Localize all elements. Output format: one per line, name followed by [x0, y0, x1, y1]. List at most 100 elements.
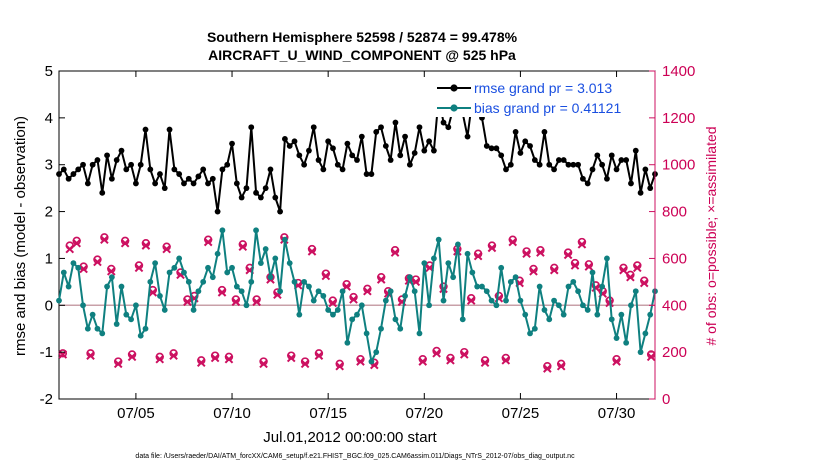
bias-series-point — [382, 297, 389, 304]
y-right-tick-label: 800 — [662, 204, 687, 221]
bias-series-point — [157, 293, 163, 299]
obs-assimilated-stroke — [321, 271, 331, 281]
obs-assimilated-stroke — [563, 250, 573, 260]
bias-series-point — [474, 283, 481, 290]
obs-assimilated-stroke — [612, 357, 621, 366]
rmse-series-point — [628, 180, 634, 187]
rmse-series-point — [507, 161, 514, 168]
bias-series-point — [397, 325, 404, 332]
rmse-series-point — [181, 180, 187, 187]
rmse-series-point — [147, 166, 154, 173]
obs-assimilated-stroke — [328, 298, 338, 308]
rmse-series-point — [426, 138, 432, 145]
obs-assimilated-marker — [210, 353, 220, 363]
obs-assimilated-marker — [307, 247, 317, 256]
obs-assimilated-marker — [231, 297, 241, 307]
legend-label-bias: bias grand pr = 0.41121 — [474, 100, 621, 116]
rmse-series-point — [238, 194, 245, 201]
obs-assimilated-marker — [619, 265, 628, 275]
rmse-series-point — [185, 175, 192, 182]
rmse-series-point — [306, 147, 312, 154]
bias-series-point — [580, 302, 586, 309]
obs-assimilated-stroke — [570, 261, 580, 270]
obs-assimilated-stroke — [459, 350, 469, 359]
obs-assimilated-marker — [584, 262, 594, 271]
legend-marker-bias — [450, 104, 458, 112]
y-tick-label: 2 — [45, 204, 53, 221]
rmse-series-point — [570, 161, 577, 168]
obs-assimilated-stroke — [619, 265, 628, 275]
bias-series-point — [94, 325, 101, 332]
legend-marker-rmse — [450, 84, 458, 92]
obs-assimilated-stroke — [127, 352, 137, 362]
obs-assimilated-marker — [390, 248, 400, 257]
bias-series-point — [421, 260, 428, 267]
obs-assimilated-marker — [335, 361, 345, 371]
bias-series-point — [512, 274, 519, 281]
rmse-series-point — [60, 166, 67, 173]
rmse-series-point — [498, 152, 505, 159]
rmse-series-point — [608, 152, 615, 159]
obs-assimilated-stroke — [522, 249, 531, 259]
bias-series-point — [522, 311, 529, 318]
bias-series-point — [89, 311, 96, 318]
obs-assimilated-marker — [203, 237, 213, 247]
bias-series-point — [647, 311, 654, 318]
bias-series-point — [642, 330, 649, 337]
footnote: data file: /Users/raeder/DAI/ATM_forcXX/… — [135, 453, 575, 460]
obs-assimilated-marker — [522, 249, 531, 259]
rmse-series-point — [113, 157, 120, 163]
obs-assimilated-marker — [459, 350, 469, 359]
obs-assimilated-stroke — [210, 353, 220, 363]
obs-assimilated-stroke — [231, 297, 241, 307]
bias-series-point — [75, 264, 82, 271]
bias-series-point — [344, 339, 351, 346]
bias-series-point — [392, 316, 399, 323]
bias-series-point — [608, 316, 615, 323]
obs-assimilated-stroke — [314, 351, 324, 360]
obs-assimilated-stroke — [307, 247, 317, 256]
rmse-series-point — [536, 161, 543, 168]
bias-series-point — [498, 264, 505, 271]
bias-series-point — [339, 288, 346, 295]
rmse-series-point — [262, 185, 269, 192]
rmse-series-point — [368, 171, 375, 177]
rmse-series-point — [248, 124, 255, 131]
bias-series-point — [60, 269, 67, 276]
obs-assimilated-stroke — [584, 262, 594, 271]
bias-series-point — [426, 302, 432, 309]
obs-assimilated-marker — [252, 297, 261, 307]
obs-assimilated-stroke — [238, 242, 248, 252]
rmse-series-point — [632, 147, 639, 154]
bias-series-point — [330, 311, 336, 318]
bias-series-point — [320, 293, 327, 299]
obs-assimilated-stroke — [183, 297, 192, 307]
obs-assimilated-marker — [501, 356, 511, 365]
rmse-series-point — [512, 129, 519, 135]
obs-assimilated-stroke — [529, 267, 538, 276]
obs-assimilated-marker — [356, 357, 365, 366]
x-tick-label: 07/15 — [309, 405, 347, 422]
bias-series-point — [637, 349, 644, 356]
obs-assimilated-marker — [646, 352, 656, 362]
rmse-series-point — [546, 161, 553, 168]
bias-series-point — [99, 330, 106, 337]
rmse-series-point — [503, 166, 509, 173]
plot-area — [56, 70, 658, 400]
bias-series-point — [536, 283, 543, 290]
obs-assimilated-stroke — [148, 288, 158, 297]
y-tick-label: -2 — [40, 391, 53, 408]
bias-series-point — [224, 269, 231, 276]
rmse-series-point — [70, 171, 77, 177]
rmse-series-point — [272, 194, 279, 201]
obs-assimilated-stroke — [259, 359, 268, 369]
rmse-series-point — [118, 147, 125, 154]
y-tick-label: 3 — [45, 157, 53, 174]
bias-series-point — [200, 278, 207, 285]
bias-series-point — [373, 349, 380, 356]
bias-series-point — [123, 311, 130, 318]
rmse-series-point — [65, 175, 72, 182]
obs-assimilated-marker — [529, 267, 538, 276]
obs-assimilated-marker — [141, 241, 151, 250]
bias-series-point — [118, 283, 125, 290]
